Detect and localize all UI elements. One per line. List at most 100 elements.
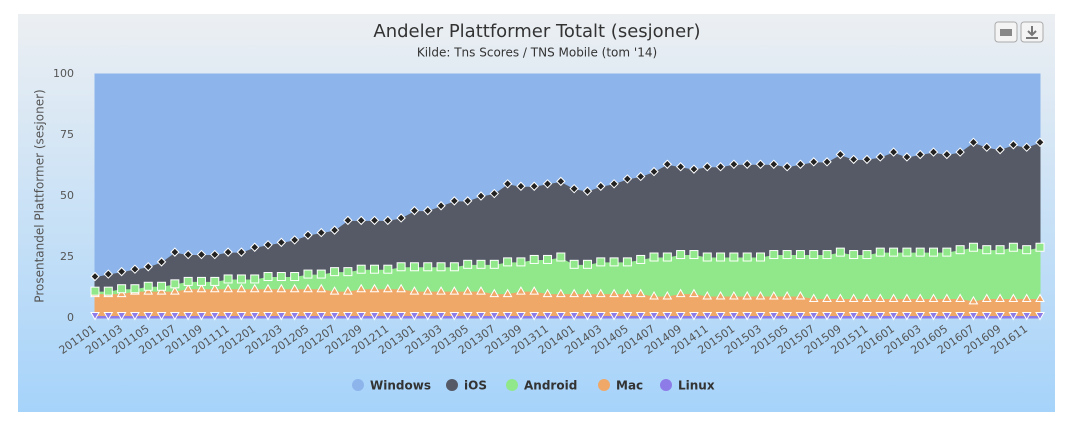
marker — [529, 254, 539, 264]
marker — [1008, 293, 1019, 302]
marker — [1035, 293, 1045, 302]
marker — [981, 312, 992, 321]
marker — [263, 283, 273, 293]
legend-item[interactable]: Mac — [598, 379, 643, 393]
marker — [223, 283, 233, 293]
marker — [915, 149, 925, 160]
marker — [263, 272, 273, 282]
marker — [729, 291, 739, 300]
marker — [436, 201, 446, 211]
marker — [183, 283, 194, 293]
marker — [276, 272, 286, 282]
marker — [782, 291, 792, 300]
marker — [423, 205, 433, 216]
marker — [635, 312, 646, 321]
marker — [316, 312, 327, 321]
legend-item[interactable]: Windows — [352, 379, 431, 393]
marker — [755, 252, 765, 262]
marker — [303, 269, 313, 279]
marker — [422, 312, 433, 321]
legend-item[interactable]: iOS — [446, 379, 487, 393]
marker — [289, 235, 300, 245]
marker — [955, 147, 965, 157]
marker — [1008, 242, 1018, 252]
marker — [689, 250, 699, 260]
marker — [729, 159, 739, 169]
marker — [196, 283, 207, 293]
marker — [955, 293, 966, 302]
marker — [769, 250, 779, 260]
marker — [662, 291, 673, 300]
marker — [662, 252, 672, 262]
marker — [169, 312, 180, 321]
marker — [170, 279, 180, 289]
marker — [436, 262, 446, 272]
marker — [889, 247, 899, 257]
marker — [542, 179, 553, 189]
marker — [1021, 293, 1032, 302]
marker — [489, 188, 500, 199]
marker — [143, 281, 153, 291]
marker — [995, 144, 1005, 155]
marker — [875, 293, 886, 302]
marker — [276, 312, 287, 321]
marker — [809, 250, 819, 260]
marker — [929, 247, 939, 257]
marker — [742, 312, 753, 321]
marker — [689, 312, 699, 321]
marker — [263, 312, 273, 321]
marker — [862, 250, 872, 260]
legend-item[interactable]: Android — [506, 379, 577, 393]
marker — [795, 159, 806, 169]
marker — [1021, 312, 1032, 321]
marker — [555, 312, 566, 321]
marker — [409, 286, 420, 295]
download-button[interactable] — [1020, 21, 1044, 43]
marker — [130, 284, 140, 294]
marker — [449, 286, 460, 295]
marker — [941, 312, 952, 321]
marker — [382, 283, 393, 293]
marker — [289, 283, 300, 293]
marker — [795, 291, 806, 300]
marker — [902, 247, 912, 257]
marker — [968, 295, 979, 305]
marker — [423, 262, 433, 272]
marker — [848, 293, 859, 302]
marker — [556, 176, 566, 187]
print-button[interactable] — [994, 21, 1018, 43]
marker — [369, 283, 380, 293]
marker — [1008, 140, 1019, 150]
marker — [462, 196, 473, 206]
marker — [356, 264, 366, 274]
marker — [249, 283, 260, 293]
legend-item[interactable]: Linux — [660, 379, 715, 393]
marker — [862, 312, 872, 321]
marker — [210, 249, 220, 260]
marker — [542, 288, 553, 298]
marker — [409, 205, 420, 216]
marker — [609, 257, 619, 267]
y-axis-title: Prosentandel Plattformer (sesjoner) — [33, 89, 47, 302]
marker — [729, 312, 739, 321]
marker — [463, 259, 473, 269]
marker — [982, 142, 992, 152]
marker — [503, 257, 513, 267]
marker — [835, 247, 845, 257]
marker — [675, 288, 686, 298]
marker — [689, 288, 699, 298]
marker — [569, 288, 580, 298]
marker — [183, 312, 194, 321]
marker — [662, 159, 673, 169]
marker — [716, 252, 726, 262]
marker — [143, 262, 153, 272]
marker — [236, 247, 247, 257]
marker — [316, 269, 326, 279]
marker — [702, 162, 712, 172]
marker — [862, 154, 872, 165]
marker — [449, 196, 460, 206]
marker — [942, 247, 952, 257]
marker — [143, 312, 154, 321]
marker — [103, 312, 114, 321]
legend-label: Linux — [678, 379, 715, 393]
